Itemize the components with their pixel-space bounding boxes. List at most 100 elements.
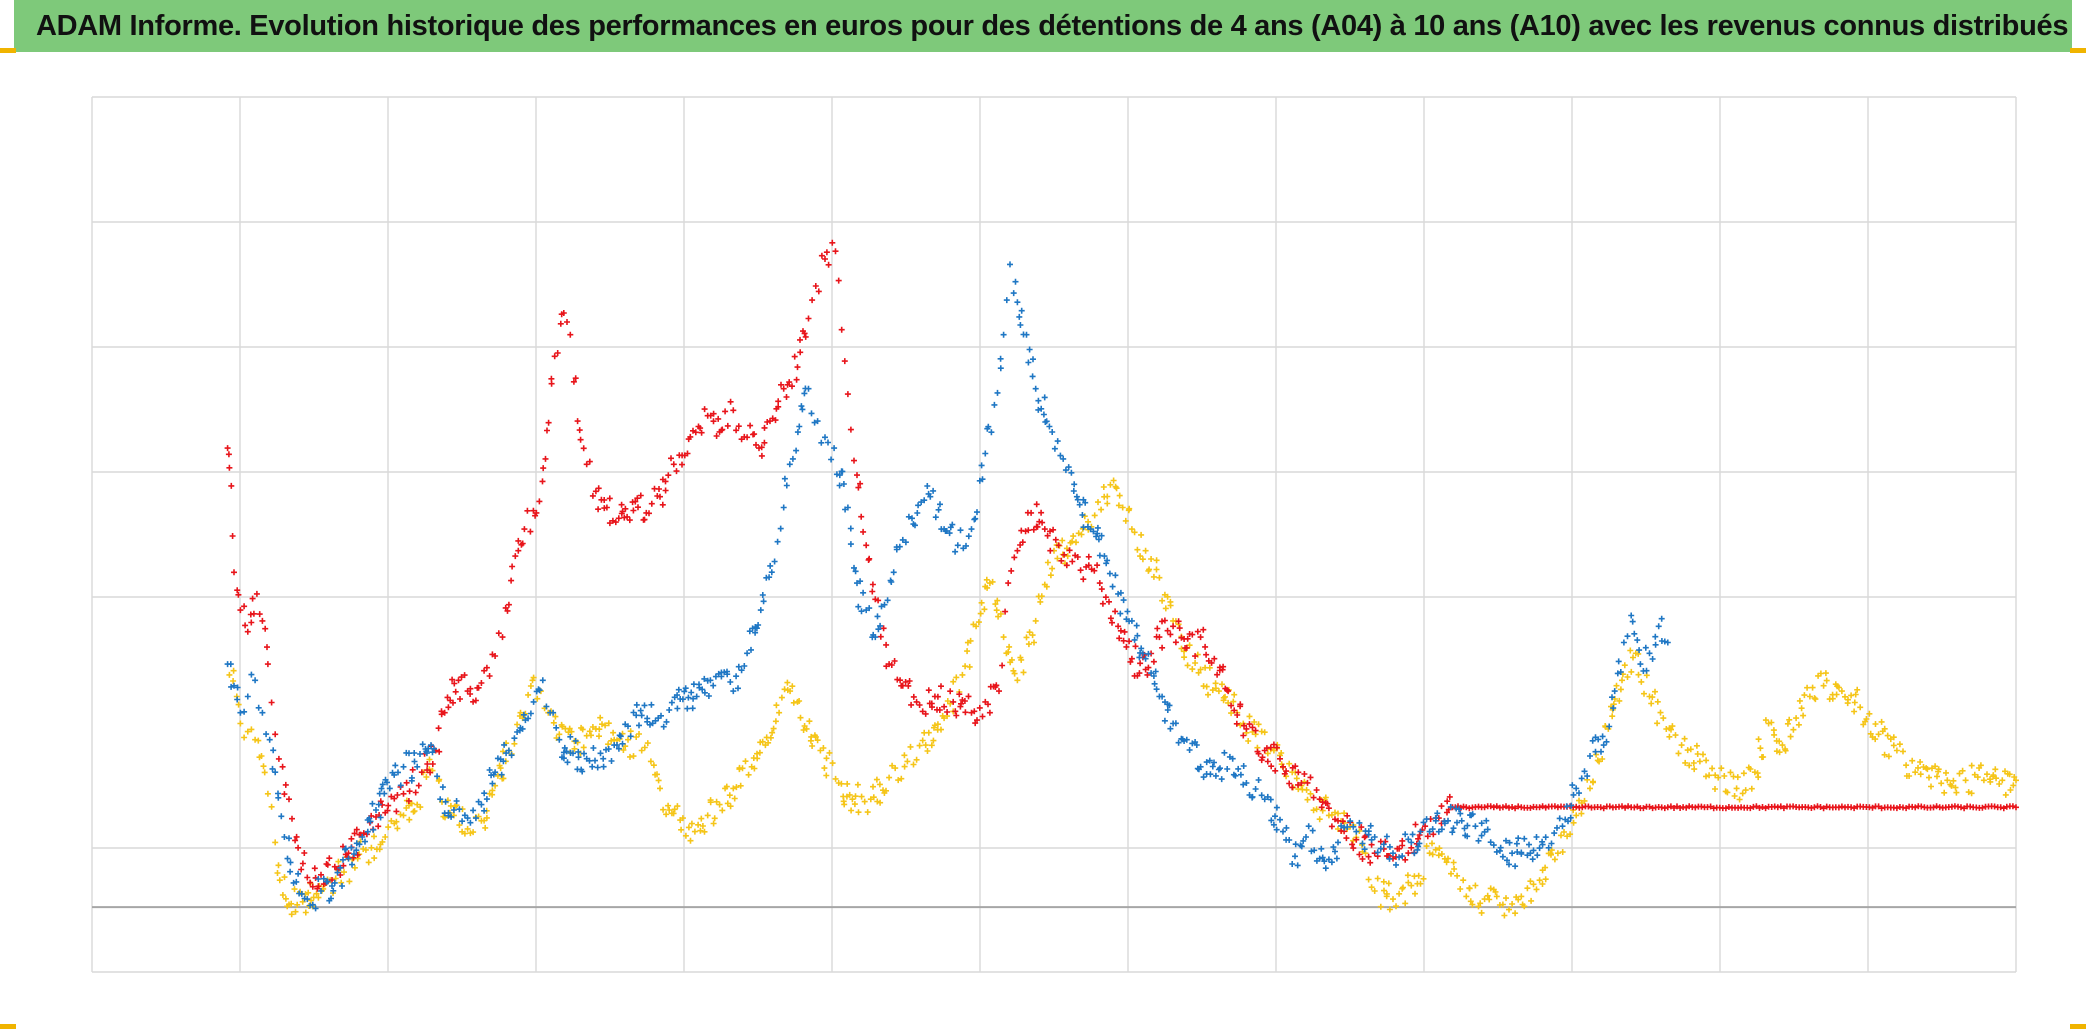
data-point: [385, 824, 392, 831]
data-point: [1164, 707, 1171, 713]
data-point: [844, 504, 851, 511]
data-point: [1603, 738, 1610, 745]
data-point: [1371, 834, 1378, 840]
data-point: [449, 676, 456, 683]
data-point: [985, 701, 991, 708]
data-point: [905, 682, 912, 689]
data-point: [262, 625, 269, 632]
data-point: [978, 599, 985, 606]
data-point: [679, 461, 685, 468]
data-point: [1477, 900, 1484, 907]
data-point: [910, 521, 917, 528]
data-point: [1457, 810, 1464, 817]
data-point: [304, 874, 311, 881]
data-point: [508, 577, 515, 584]
data-point: [1362, 850, 1369, 857]
data-point: [1640, 805, 1647, 812]
data-point: [797, 349, 804, 356]
data-point: [823, 755, 830, 762]
data-point: [264, 790, 271, 797]
data-point: [733, 673, 740, 680]
data-point: [1484, 826, 1491, 833]
data-point: [1559, 849, 1566, 855]
data-point: [341, 869, 347, 876]
data-point: [445, 704, 452, 711]
data-point: [612, 519, 619, 526]
data-point: [1303, 834, 1309, 840]
data-point: [492, 653, 499, 659]
data-point: [978, 462, 985, 469]
data-point: [229, 533, 236, 539]
data-point: [646, 510, 652, 517]
data-point: [1878, 718, 1885, 725]
data-point: [1536, 845, 1543, 852]
data-point: [373, 807, 379, 813]
data-point: [553, 724, 560, 731]
data-point: [841, 358, 848, 365]
data-point: [1570, 791, 1577, 798]
data-point: [1332, 809, 1338, 816]
data-point: [1008, 567, 1015, 574]
data-point: [1313, 787, 1320, 793]
data-point: [1231, 707, 1238, 714]
data-point: [1289, 784, 1296, 791]
data-point: [2002, 791, 2009, 798]
data-point: [1050, 526, 1057, 533]
data-point: [1631, 630, 1638, 637]
data-point: [922, 710, 929, 717]
data-point: [1478, 820, 1485, 827]
data-point: [275, 755, 282, 762]
data-point: [1219, 681, 1225, 688]
data-point: [1533, 886, 1540, 893]
data-point: [1529, 856, 1536, 863]
data-point: [1359, 856, 1366, 862]
data-point: [1167, 602, 1174, 609]
data-point: [1170, 623, 1177, 630]
data-point: [1018, 307, 1025, 314]
data-point: [1461, 825, 1468, 832]
data-point: [1085, 553, 1092, 560]
data-point: [1167, 725, 1174, 732]
data-point: [1404, 872, 1411, 879]
data-point: [1568, 802, 1575, 809]
data-point: [274, 870, 281, 876]
data-point: [456, 822, 463, 829]
data-point: [1225, 688, 1232, 695]
data-point: [627, 728, 634, 735]
data-point: [291, 886, 298, 893]
data-point: [1233, 720, 1240, 727]
data-point: [858, 793, 865, 800]
data-point: [1570, 819, 1577, 826]
data-point: [309, 883, 316, 890]
data-point: [1212, 772, 1219, 779]
data-point: [249, 595, 256, 602]
data-point: [697, 827, 704, 834]
data-point: [921, 497, 928, 504]
data-point: [1103, 560, 1110, 567]
data-point: [1399, 853, 1406, 860]
data-point: [1350, 837, 1357, 844]
data-point: [1019, 539, 1026, 546]
data-point: [1844, 700, 1851, 707]
data-point: [898, 775, 905, 782]
data-point: [1148, 556, 1155, 562]
data-point: [1205, 691, 1211, 698]
data-point: [1206, 664, 1213, 671]
data-point: [922, 742, 929, 749]
data-point: [1172, 720, 1179, 727]
data-point: [426, 756, 433, 763]
data-point: [1820, 682, 1827, 689]
data-point: [1139, 650, 1146, 657]
data-point: [552, 713, 559, 720]
data-point: [429, 749, 436, 756]
data-point: [1435, 828, 1442, 835]
data-point: [934, 693, 941, 700]
data-point: [525, 715, 532, 722]
data-point: [1536, 877, 1543, 884]
data-point: [976, 704, 983, 711]
data-point: [1402, 900, 1409, 907]
data-point: [1416, 840, 1423, 847]
data-point: [1423, 843, 1430, 850]
data-point: [1581, 768, 1588, 775]
data-point: [525, 691, 532, 698]
